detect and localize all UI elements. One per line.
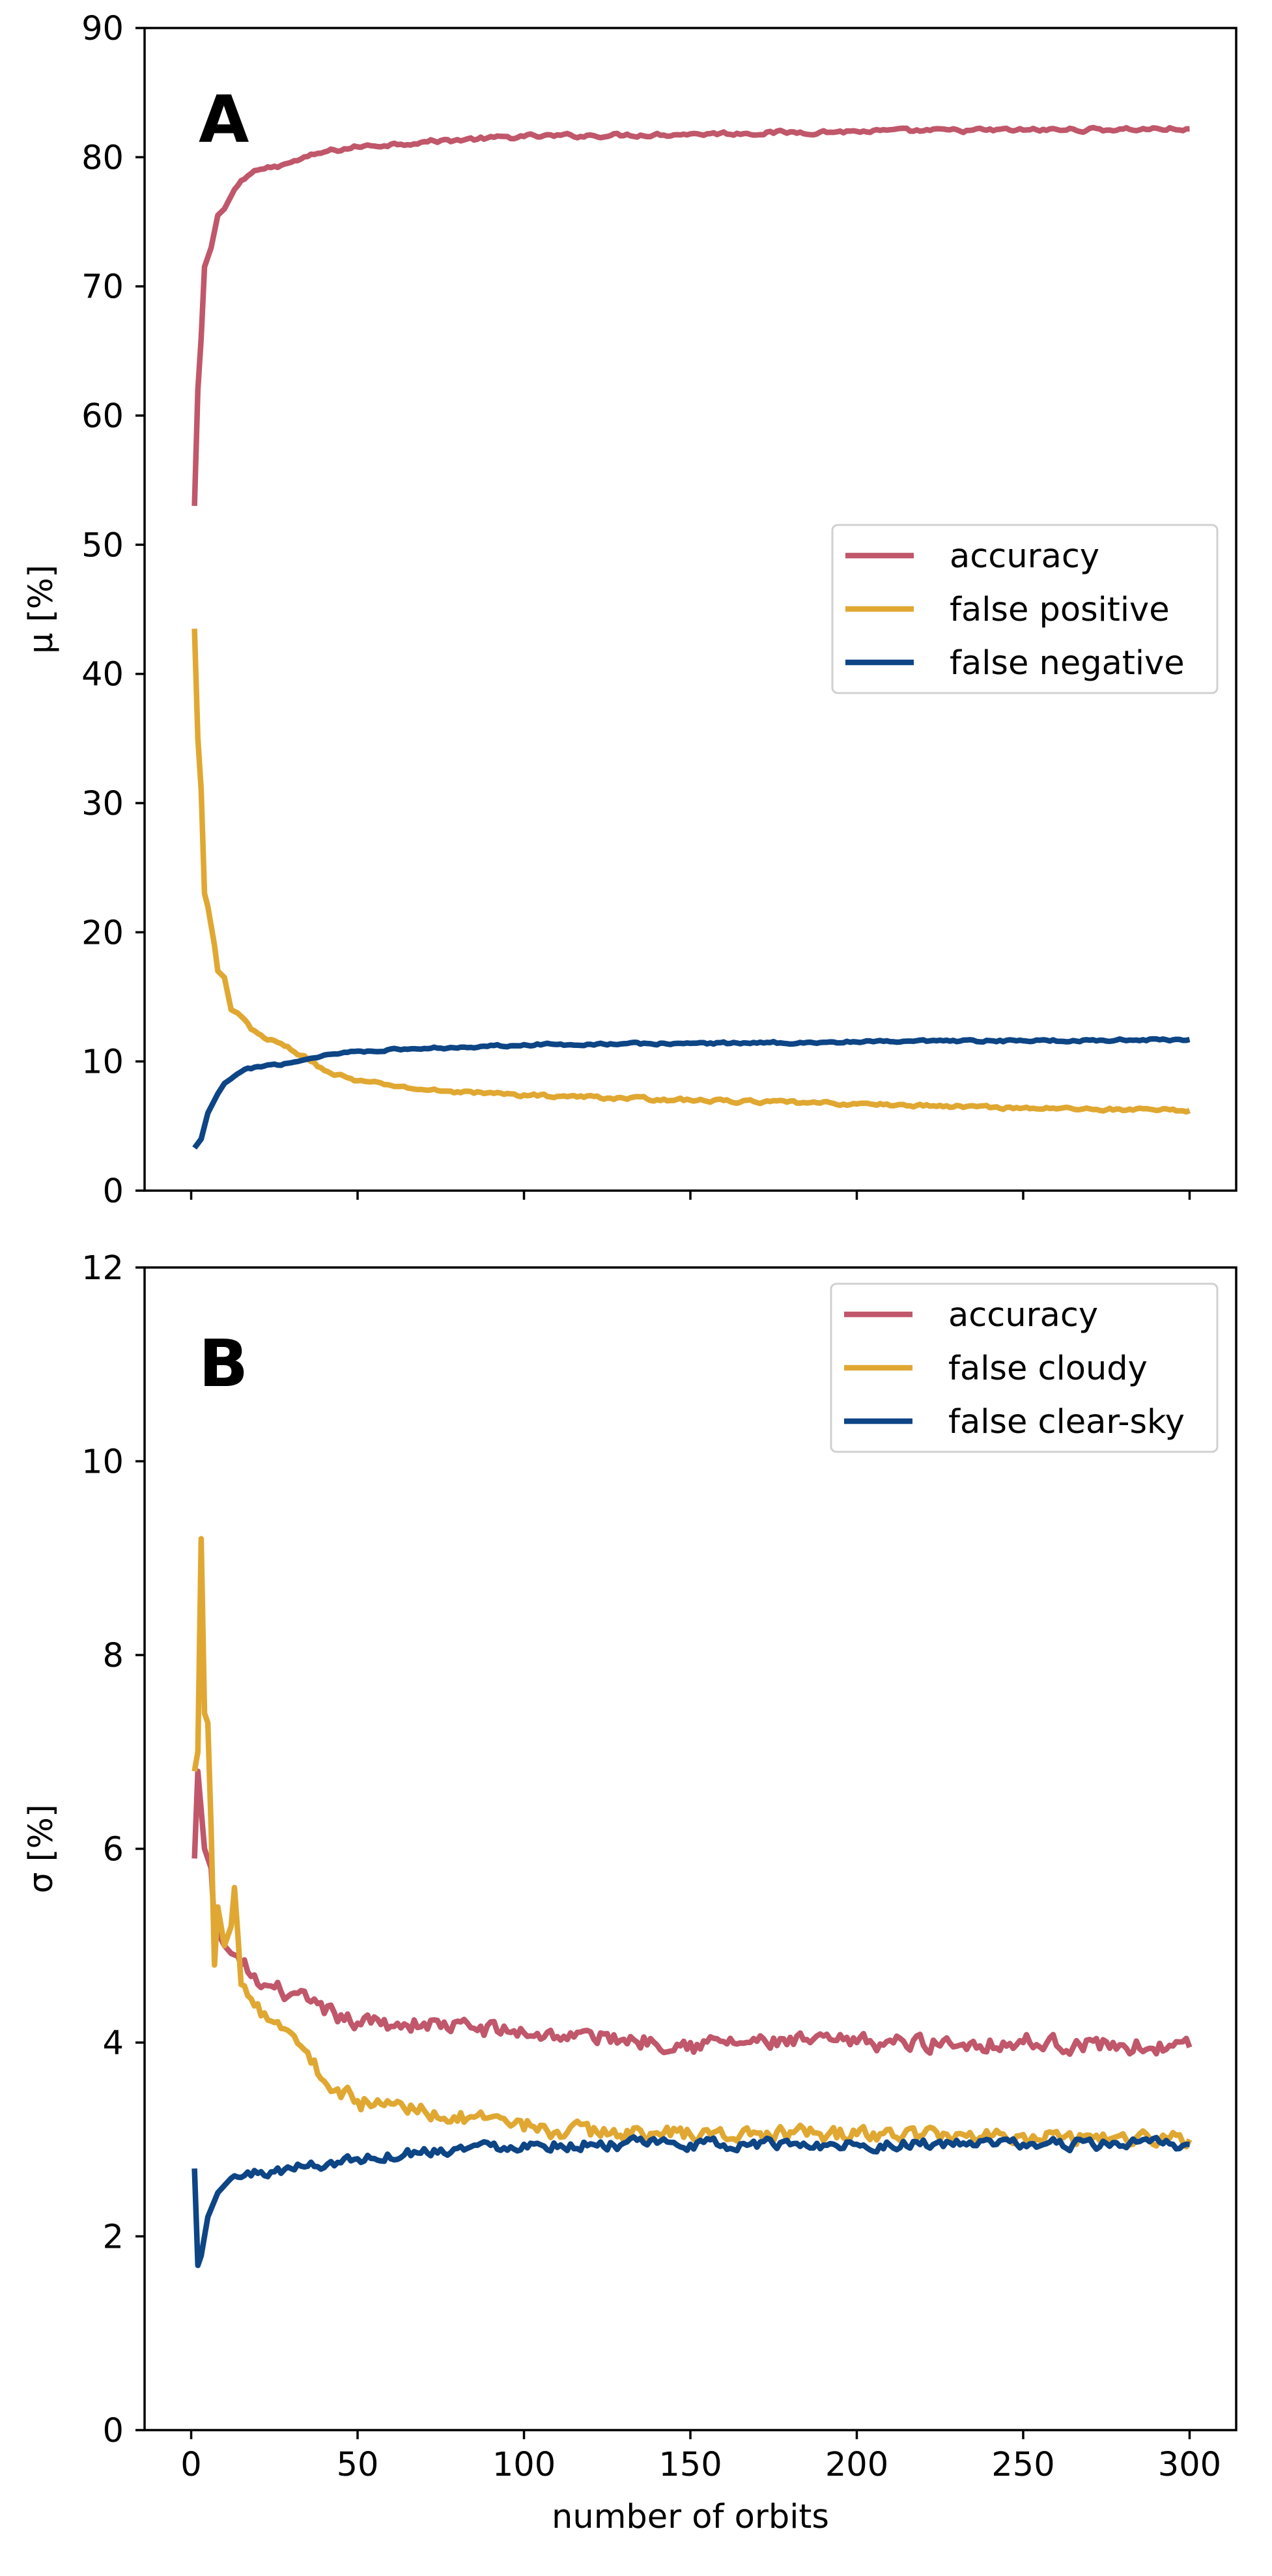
series-lines: [191, 1536, 1193, 2269]
series-line-false-cloudy: [191, 1536, 1193, 2150]
y-axis-label: μ [%]: [22, 565, 61, 654]
y-tick-label: 30: [81, 785, 124, 823]
series-line-false-positive: [191, 629, 1191, 1115]
y-tick-label: 80: [81, 139, 124, 177]
y-tick-label: 50: [81, 526, 124, 565]
legend-box: [831, 524, 1219, 694]
x-tick-label: 150: [658, 2446, 722, 2484]
y-tick-label: 20: [81, 914, 124, 952]
panel-label: A: [199, 81, 249, 158]
legend-box: [830, 1282, 1219, 1453]
x-tick-label: 50: [337, 2446, 379, 2484]
y-tick-label: 0: [103, 2412, 124, 2450]
y-tick-label: 60: [81, 397, 124, 436]
panel-label: B: [199, 1325, 248, 1402]
y-axis-label: σ [%]: [22, 1804, 61, 1893]
series-lines: [191, 124, 1191, 1150]
x-tick-label: 100: [492, 2446, 556, 2484]
y-tick-label: 70: [81, 268, 124, 307]
x-axis-label: number of orbits: [552, 2498, 829, 2536]
series-line-false-clear-sky: [191, 2134, 1190, 2269]
legend-label: false negative: [950, 644, 1185, 683]
y-tick-label: 10: [81, 1043, 124, 1082]
legend: accuracy false positive false negative: [831, 524, 1219, 694]
y-tick-label: 8: [103, 1637, 124, 1675]
y-tick-label: 0: [103, 1172, 124, 1211]
y-tick-label: 10: [81, 1443, 124, 1482]
x-tick-label: 0: [180, 2446, 201, 2484]
x-tick-label: 200: [825, 2446, 888, 2484]
legend-label: false clear-sky: [948, 1403, 1185, 1441]
x-tick-label: 250: [991, 2446, 1054, 2484]
y-tick-label: 2: [103, 2218, 124, 2257]
legend-label: false positive: [950, 591, 1170, 629]
legend-label: accuracy: [950, 537, 1099, 576]
panel-b: 0 2 4 6 8 10 12 0 50 100 150 200 250 300 σ [%] number o…: [22, 1249, 1237, 2536]
x-tick-label: 300: [1158, 2446, 1221, 2484]
y-tick-label: 40: [81, 656, 124, 694]
y-tick-label: 4: [103, 2024, 124, 2063]
series-line-false-negative: [192, 1036, 1191, 1150]
series-line-accuracy: [191, 124, 1190, 506]
y-tick-label: 90: [81, 10, 124, 48]
legend-label: accuracy: [948, 1296, 1098, 1335]
y-tick-label: 6: [103, 1831, 124, 1869]
legend: accuracy false cloudy false clear-sky: [830, 1282, 1219, 1453]
series-line-accuracy: [191, 1768, 1193, 2058]
legend-label: false cloudy: [948, 1350, 1148, 1388]
y-tick-label: 12: [81, 1249, 124, 1288]
